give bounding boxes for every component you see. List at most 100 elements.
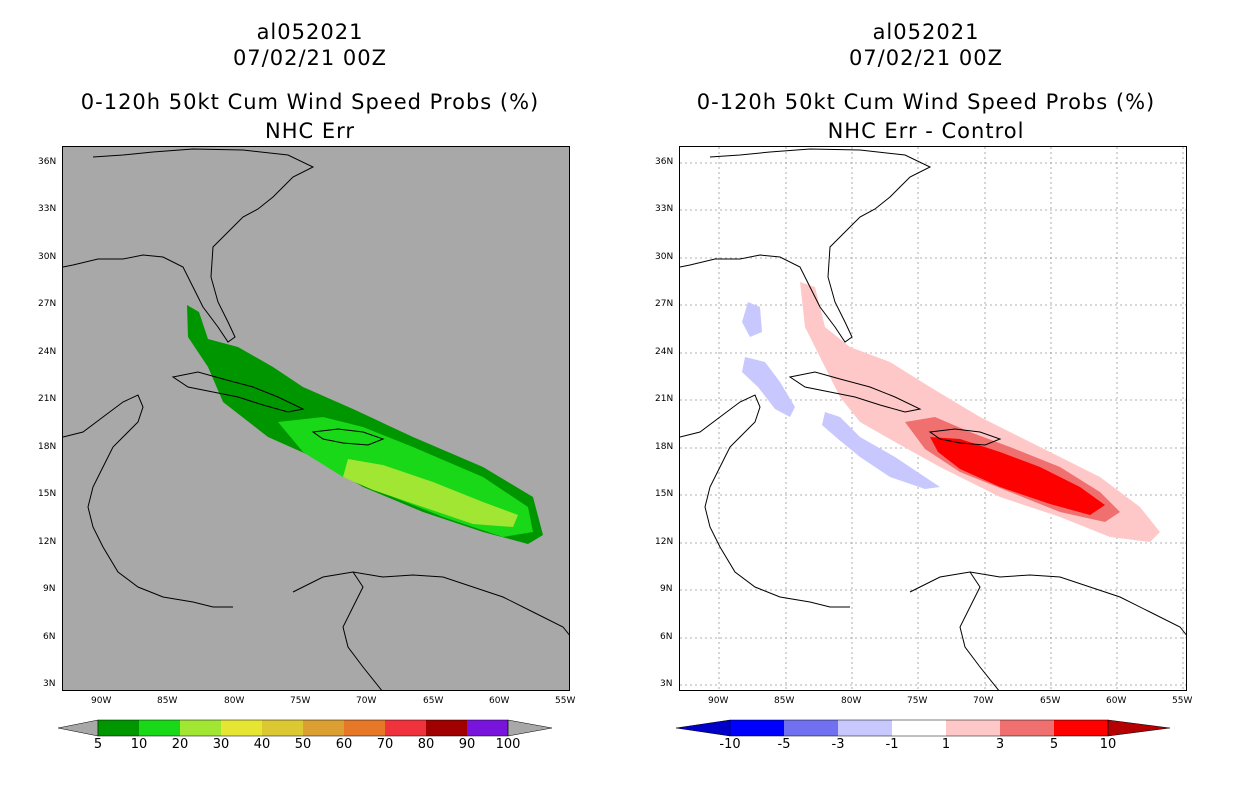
left-cbar-label-20: 20 bbox=[171, 737, 189, 752]
left-colorbar-seg-7 bbox=[385, 720, 426, 736]
right-diff-neg-1-3-a bbox=[742, 302, 762, 337]
left-title-date: 07/02/21 00Z bbox=[232, 46, 388, 70]
right-coast-gulf-mexico bbox=[680, 394, 850, 608]
right-cbar-label-5: 5 bbox=[1049, 737, 1059, 752]
left-coast-hispaniola bbox=[311, 428, 385, 446]
left-colorbar-seg-2 bbox=[180, 720, 221, 736]
left-colorbar-seg-3 bbox=[221, 720, 262, 736]
left-lat-36n: 36N bbox=[38, 157, 57, 167]
left-lat-12n: 12N bbox=[38, 537, 57, 547]
right-diff-pos-5-10 bbox=[930, 437, 1105, 515]
left-prob-20-30 bbox=[343, 459, 518, 527]
right-map-svg bbox=[680, 147, 1186, 690]
right-lon-55w: 55W bbox=[1172, 696, 1193, 706]
left-lon-70w: 70W bbox=[356, 696, 377, 706]
left-lat-21n: 21N bbox=[38, 394, 57, 404]
right-colorbar-seg-4 bbox=[892, 720, 946, 736]
right-cbar-label-neg3: -3 bbox=[831, 737, 845, 752]
left-cbar-label-80: 80 bbox=[417, 737, 435, 752]
right-coast-cuba bbox=[788, 371, 922, 413]
left-coast-venezuela-inland bbox=[342, 571, 383, 690]
right-lat-18n: 18N bbox=[655, 442, 674, 452]
left-colorbar-seg-4 bbox=[262, 720, 303, 736]
right-coast-south-america bbox=[909, 571, 1186, 636]
left-coast-cuba bbox=[171, 371, 305, 413]
left-coast-gulf-mexico bbox=[63, 394, 233, 608]
left-lat-27n: 27N bbox=[38, 299, 57, 309]
left-title-subtitle: NHC Err bbox=[264, 119, 355, 143]
left-lat-3n: 3N bbox=[43, 679, 56, 689]
right-lon-70w: 70W bbox=[973, 696, 994, 706]
left-lat-18n: 18N bbox=[38, 442, 57, 452]
left-cbar-label-30: 30 bbox=[212, 737, 230, 752]
right-lon-90w: 90W bbox=[708, 696, 729, 706]
left-title-storm-id: al052021 bbox=[256, 20, 364, 44]
right-colorbar-seg-6 bbox=[1000, 720, 1054, 736]
right-title-date: 07/02/21 00Z bbox=[848, 46, 1004, 70]
right-lat-3n: 3N bbox=[660, 679, 673, 689]
right-coast-us-east bbox=[680, 148, 932, 343]
right-coast-hispaniola bbox=[928, 428, 1002, 446]
left-lat-15n: 15N bbox=[38, 489, 57, 499]
right-lat-33n: 33N bbox=[655, 204, 674, 214]
left-lon-65w: 65W bbox=[423, 696, 444, 706]
right-lat-30n: 30N bbox=[655, 252, 674, 262]
right-cbar-label-neg1: -1 bbox=[885, 737, 899, 752]
right-lon-60w: 60W bbox=[1106, 696, 1127, 706]
left-colorbar-seg-6 bbox=[344, 720, 385, 736]
right-title-product: 0-120h 50kt Cum Wind Speed Probs (%) bbox=[696, 90, 1156, 114]
right-colorbar-over-arrow bbox=[1107, 719, 1171, 737]
right-lon-80w: 80W bbox=[841, 696, 862, 706]
left-map bbox=[62, 146, 570, 691]
right-diff-neg-1-3-c bbox=[822, 412, 940, 489]
right-lat-24n: 24N bbox=[655, 347, 674, 357]
right-lat-15n: 15N bbox=[655, 489, 674, 499]
right-lon-65w: 65W bbox=[1040, 696, 1061, 706]
right-cbar-label-3: 3 bbox=[995, 737, 1005, 752]
left-colorbar-seg-5 bbox=[303, 720, 344, 736]
right-cbar-label-10: 10 bbox=[1099, 737, 1117, 752]
left-colorbar-seg-9 bbox=[467, 720, 508, 736]
right-lat-36n: 36N bbox=[655, 157, 674, 167]
left-colorbar-seg-8 bbox=[426, 720, 467, 736]
right-colorbar-seg-3 bbox=[838, 720, 892, 736]
right-lon-75w: 75W bbox=[907, 696, 928, 706]
right-cbar-label-neg5: -5 bbox=[777, 737, 791, 752]
left-colorbar-over-arrow bbox=[507, 719, 553, 737]
right-lon-85w: 85W bbox=[774, 696, 795, 706]
left-cbar-label-90: 90 bbox=[458, 737, 476, 752]
right-cbar-label-1: 1 bbox=[941, 737, 951, 752]
left-lon-55w: 55W bbox=[555, 696, 576, 706]
left-colorbar-under-arrow bbox=[58, 719, 99, 737]
right-lat-27n: 27N bbox=[655, 299, 674, 309]
left-lon-85w: 85W bbox=[157, 696, 178, 706]
right-lat-9n: 9N bbox=[660, 584, 673, 594]
left-cbar-label-100: 100 bbox=[495, 737, 521, 752]
right-colorbar bbox=[676, 718, 1172, 738]
left-colorbar-seg-1 bbox=[139, 720, 180, 736]
left-coast-south-america bbox=[292, 571, 569, 636]
left-cbar-label-10: 10 bbox=[130, 737, 148, 752]
right-map bbox=[679, 146, 1187, 691]
left-lat-9n: 9N bbox=[43, 584, 56, 594]
left-lat-33n: 33N bbox=[38, 204, 57, 214]
left-lon-90w: 90W bbox=[91, 696, 112, 706]
left-lon-75w: 75W bbox=[290, 696, 311, 706]
right-lat-21n: 21N bbox=[655, 394, 674, 404]
right-colorbar-seg-2 bbox=[784, 720, 838, 736]
right-cbar-label-neg10: -10 bbox=[719, 737, 741, 752]
left-title-product: 0-120h 50kt Cum Wind Speed Probs (%) bbox=[80, 90, 540, 114]
left-lon-60w: 60W bbox=[489, 696, 510, 706]
right-lat-12n: 12N bbox=[655, 537, 674, 547]
left-cbar-label-70: 70 bbox=[376, 737, 394, 752]
left-cbar-label-5: 5 bbox=[93, 737, 103, 752]
left-lat-6n: 6N bbox=[43, 632, 56, 642]
right-title-storm-id: al052021 bbox=[872, 20, 980, 44]
right-grid bbox=[680, 147, 1186, 690]
right-diff-neg-1-3-b bbox=[742, 357, 795, 417]
right-colorbar-seg-5 bbox=[946, 720, 1000, 736]
left-colorbar bbox=[58, 718, 554, 738]
left-cbar-label-40: 40 bbox=[253, 737, 271, 752]
left-map-svg bbox=[63, 148, 569, 690]
right-coast-venezuela-inland bbox=[959, 571, 1000, 690]
